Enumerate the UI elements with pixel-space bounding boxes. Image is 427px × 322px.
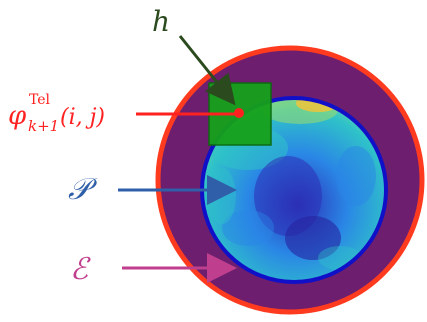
label-annulus: ℰ: [70, 252, 91, 287]
label-pupil: 𝒫: [68, 172, 98, 207]
h-arrow: [178, 35, 236, 106]
label-phi-subscript: k+1: [28, 117, 59, 135]
label-phi-args: (i, j): [60, 105, 105, 130]
label-h: h: [152, 5, 170, 38]
label-phi-superscript: Tel: [29, 92, 51, 108]
phase-sample-point: [234, 108, 244, 118]
label-phi-tel: φ: [8, 101, 27, 131]
